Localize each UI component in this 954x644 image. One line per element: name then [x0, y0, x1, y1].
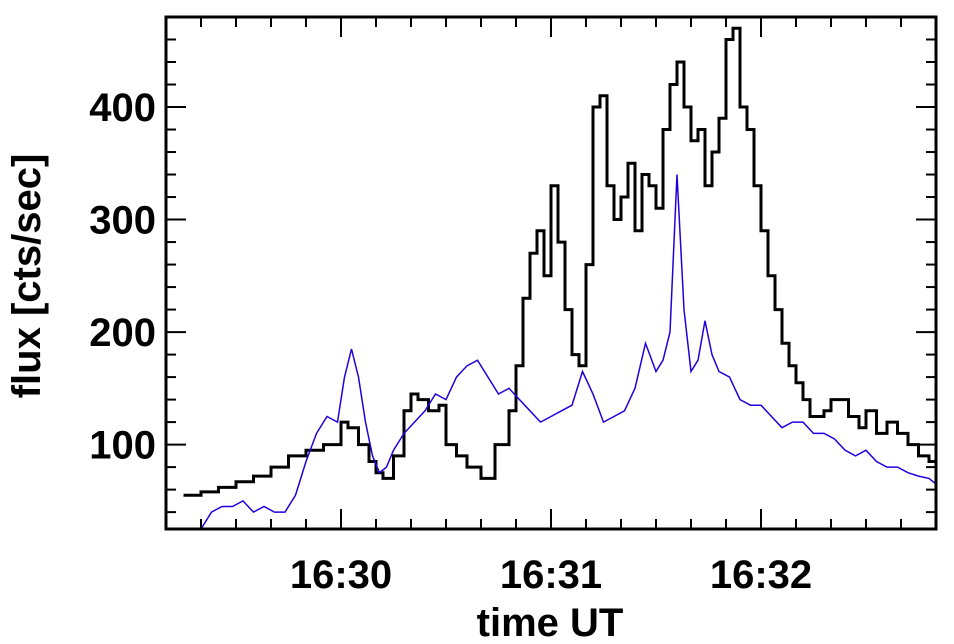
axes-layer	[164, 15, 938, 531]
series-line-1	[183, 26, 936, 497]
x-tick-label: 16:30	[290, 553, 392, 597]
labels-layer: time UT flux [cts/sec] 16:30 16:31 16:32 10…	[5, 86, 812, 644]
y-tick-label: 400	[89, 86, 156, 130]
x-tick-label: 16:32	[710, 553, 812, 597]
series-line-2	[200, 174, 936, 529]
y-tick-label: 300	[89, 199, 156, 243]
y-tick-label: 200	[89, 311, 156, 355]
x-tick-label: 16:31	[500, 553, 602, 597]
y-tick-label: 100	[89, 424, 156, 468]
y-axis-title: flux [cts/sec]	[5, 154, 49, 399]
x-axis-title: time UT	[477, 601, 624, 644]
series-layer	[183, 26, 936, 529]
